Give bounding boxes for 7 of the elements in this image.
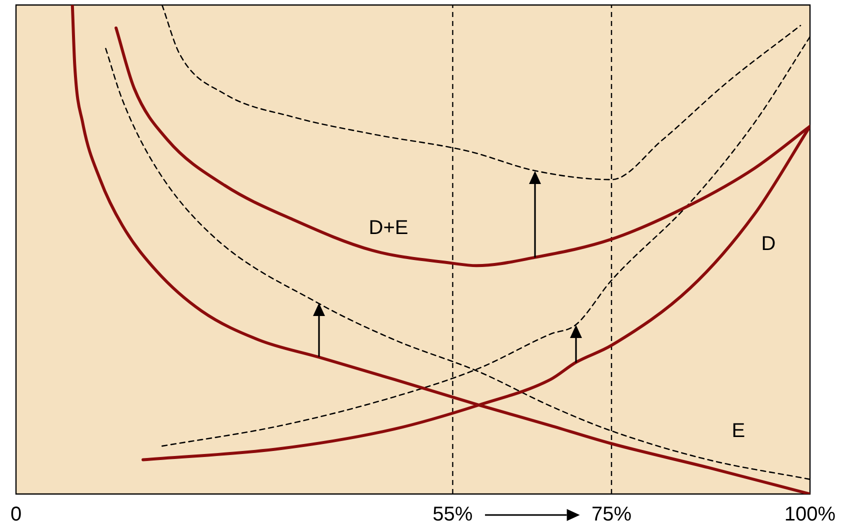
series-label: E bbox=[732, 420, 746, 442]
x-tick-label: 100% bbox=[784, 504, 836, 526]
x-tick-label: 55% bbox=[432, 504, 473, 526]
series-label: D bbox=[761, 232, 776, 255]
series-label: D+E bbox=[368, 216, 408, 239]
x-tick-label: 75% bbox=[591, 504, 632, 526]
x-tick-label: 0 bbox=[10, 504, 22, 526]
